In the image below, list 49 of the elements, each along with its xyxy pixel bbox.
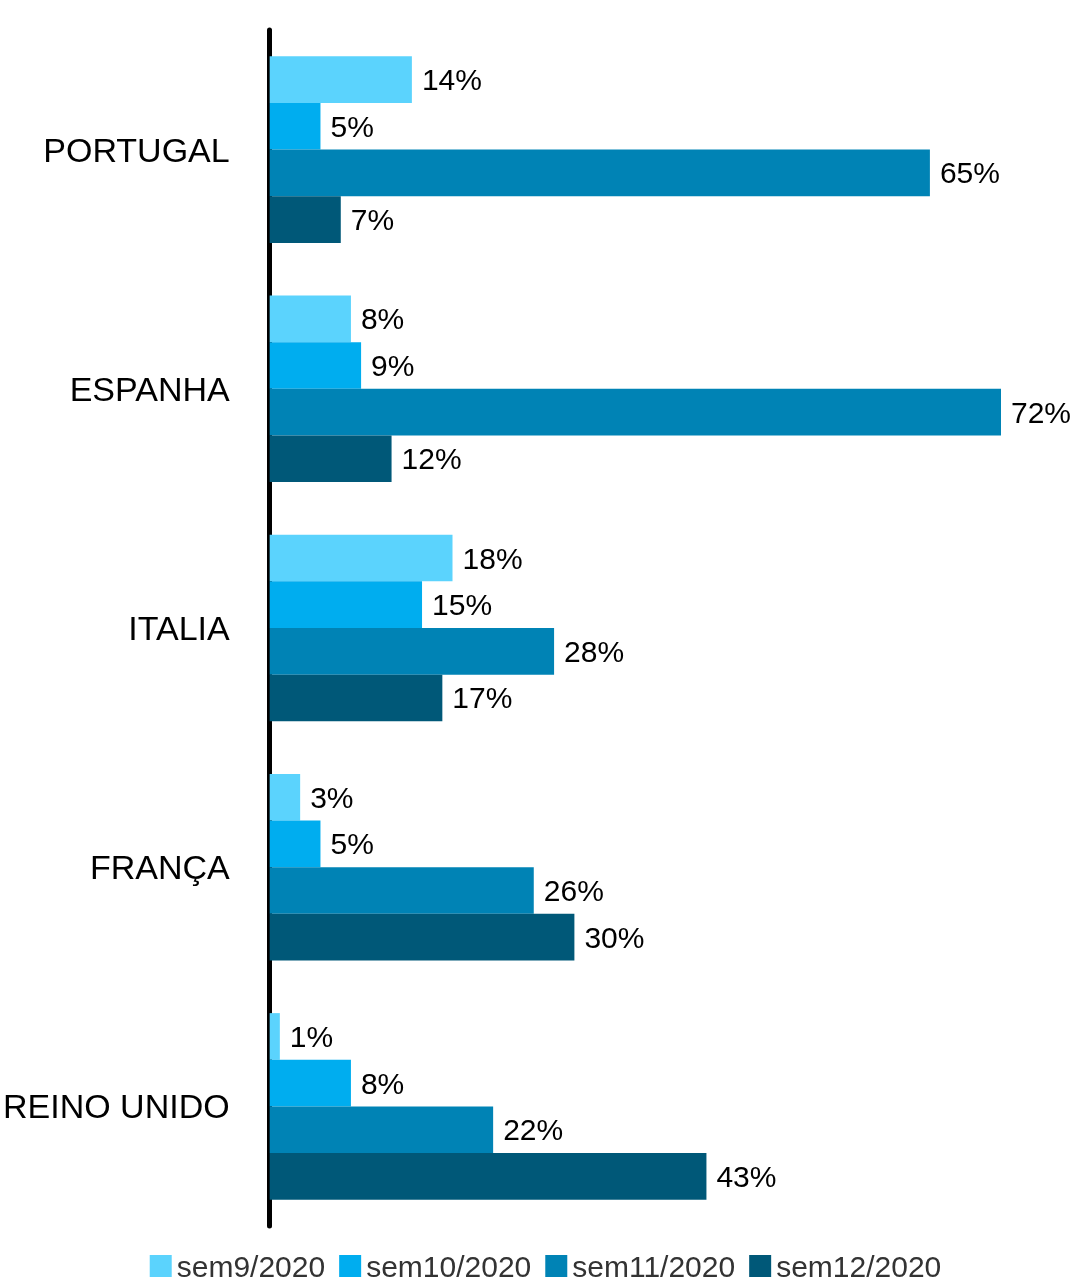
bar	[269, 534, 453, 582]
data-label: 15%	[432, 588, 493, 622]
legend-label: sem11/2020	[572, 1249, 736, 1283]
data-label: 7%	[350, 203, 395, 237]
bar	[269, 56, 412, 103]
legend-label: sem9/2020	[176, 1249, 326, 1283]
data-label: 17%	[452, 681, 513, 715]
bar	[269, 342, 362, 389]
data-label: 26%	[543, 874, 604, 908]
data-label: 72%	[1011, 395, 1072, 429]
data-label: 65%	[939, 156, 1000, 190]
data-label: 12%	[401, 442, 462, 476]
data-label: 30%	[584, 920, 645, 954]
bar	[269, 1153, 707, 1200]
data-label: 9%	[371, 348, 415, 382]
bar	[269, 674, 443, 722]
bar	[269, 102, 321, 150]
data-label: 8%	[360, 302, 405, 336]
data-label: 8%	[360, 1066, 405, 1100]
data-label: 3%	[310, 780, 354, 814]
bar	[269, 388, 1001, 436]
legend-label: sem10/2020	[366, 1249, 532, 1283]
y-tick-label: REINO UNIDO	[2, 1087, 230, 1126]
bar	[269, 435, 392, 483]
data-label: 43%	[716, 1159, 777, 1193]
data-label: 1%	[289, 1019, 334, 1053]
y-tick-label: PORTUGAL	[43, 130, 230, 169]
data-label: 18%	[462, 541, 523, 575]
bar	[269, 820, 321, 868]
bar	[269, 295, 351, 343]
y-tick-label: ITALIA	[128, 609, 230, 647]
bar	[269, 1059, 351, 1107]
data-label: 5%	[330, 109, 374, 143]
data-label: 14%	[421, 63, 482, 97]
bar	[269, 628, 555, 675]
data-label: 28%	[564, 634, 625, 668]
data-label: 5%	[330, 827, 374, 861]
bar	[269, 196, 341, 243]
bar	[269, 913, 575, 961]
bar	[269, 1013, 280, 1060]
y-tick-label: ESPANHA	[69, 369, 230, 408]
data-label: 22%	[503, 1113, 564, 1147]
legend-label: sem12/2020	[776, 1249, 942, 1283]
bar	[269, 581, 423, 628]
bar	[269, 773, 301, 821]
bar	[269, 1106, 494, 1154]
bar	[269, 867, 534, 914]
bar	[269, 149, 930, 197]
y-tick-label: FRANÇA	[89, 848, 230, 887]
